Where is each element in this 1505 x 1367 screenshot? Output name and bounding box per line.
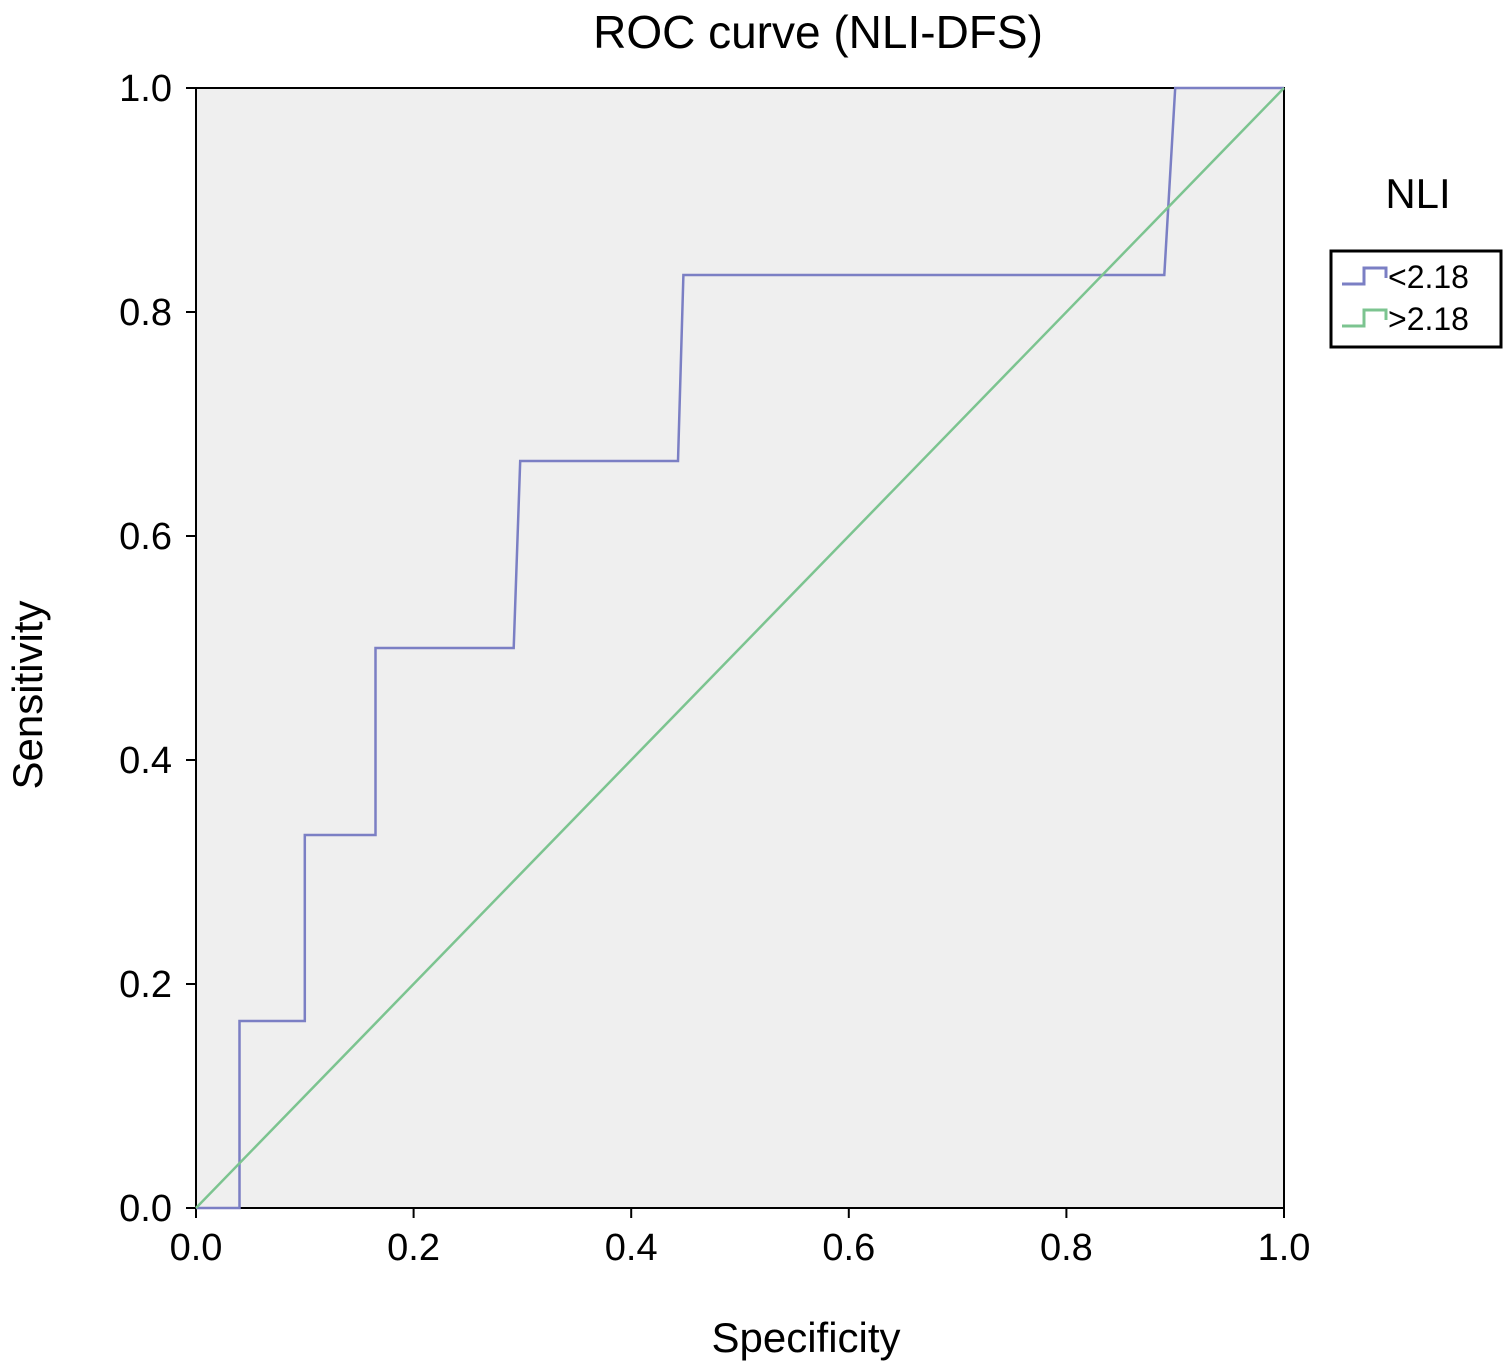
series-layer: [195, 86, 1285, 1210]
legend-label-2: >2.18: [1388, 301, 1469, 337]
x-tick-label: 0.2: [387, 1227, 440, 1269]
y-tick-label: 0.4: [119, 740, 172, 782]
y-tick-label: 1.0: [119, 68, 172, 110]
x-tick-label: 1.0: [1258, 1227, 1311, 1269]
x-tick-label: 0.0: [170, 1227, 223, 1269]
x-axis-label: Specificity: [711, 1314, 900, 1361]
y-tick-label: 0.8: [119, 292, 172, 334]
chart-title: ROC curve (NLI-DFS): [593, 6, 1043, 58]
x-tick-label: 0.6: [822, 1227, 875, 1269]
legend-swatch-1: [1342, 266, 1388, 286]
x-tick-label: 0.8: [1040, 1227, 1093, 1269]
legend-title: NLI: [1385, 170, 1450, 217]
legend-label-1: <2.18: [1388, 259, 1469, 295]
y-axis-label: Sensitivity: [4, 600, 51, 789]
y-tick-label: 0.6: [119, 516, 172, 558]
legend-box: [1329, 249, 1503, 349]
axis-ticks: 0.0 0.2 0.4 0.6 0.8 1.0 0.0 0.2 0.4 0.6 0.8 1.0: [119, 68, 1310, 1269]
series-line-2: [195, 87, 1285, 1209]
x-tick-label: 0.4: [605, 1227, 658, 1269]
y-tick-label: 0.2: [119, 964, 172, 1006]
y-tick-label: 0.0: [119, 1188, 172, 1230]
series-line-1: [196, 86, 1284, 1210]
legend-entries: <2.18 >2.18: [1342, 259, 1469, 337]
legend-swatch-2: [1342, 308, 1388, 328]
